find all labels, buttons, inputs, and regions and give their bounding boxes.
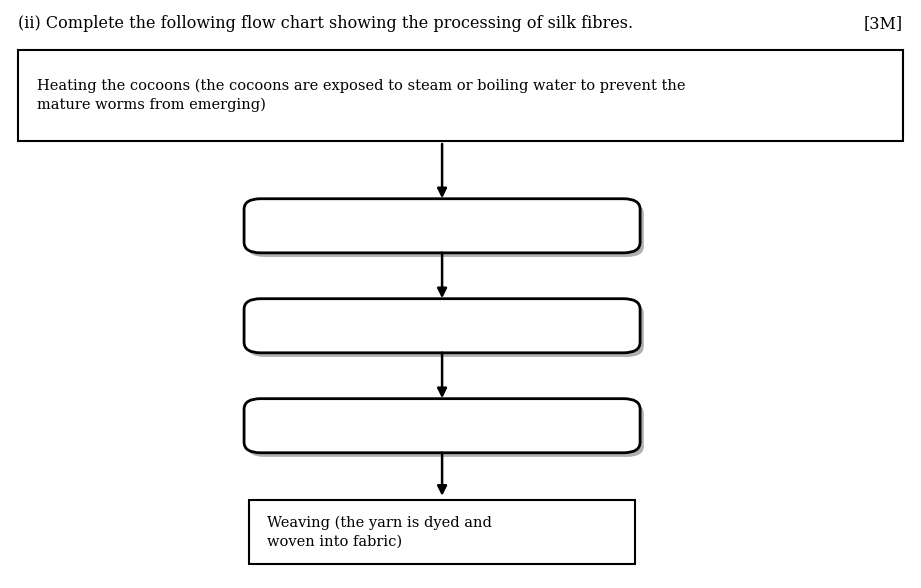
FancyBboxPatch shape: [248, 403, 644, 457]
Text: (ii) Complete the following flow chart showing the processing of silk fibres.: (ii) Complete the following flow chart s…: [18, 15, 634, 32]
FancyBboxPatch shape: [244, 299, 640, 353]
FancyBboxPatch shape: [248, 303, 644, 357]
FancyBboxPatch shape: [244, 199, 640, 253]
FancyBboxPatch shape: [18, 50, 903, 141]
FancyBboxPatch shape: [249, 500, 635, 564]
Text: Weaving (the yarn is dyed and
woven into fabric): Weaving (the yarn is dyed and woven into…: [267, 516, 492, 549]
FancyBboxPatch shape: [244, 399, 640, 453]
Text: [3M]: [3M]: [864, 15, 903, 32]
FancyBboxPatch shape: [248, 203, 644, 257]
Text: Heating the cocoons (the cocoons are exposed to steam or boiling water to preven: Heating the cocoons (the cocoons are exp…: [37, 79, 685, 112]
